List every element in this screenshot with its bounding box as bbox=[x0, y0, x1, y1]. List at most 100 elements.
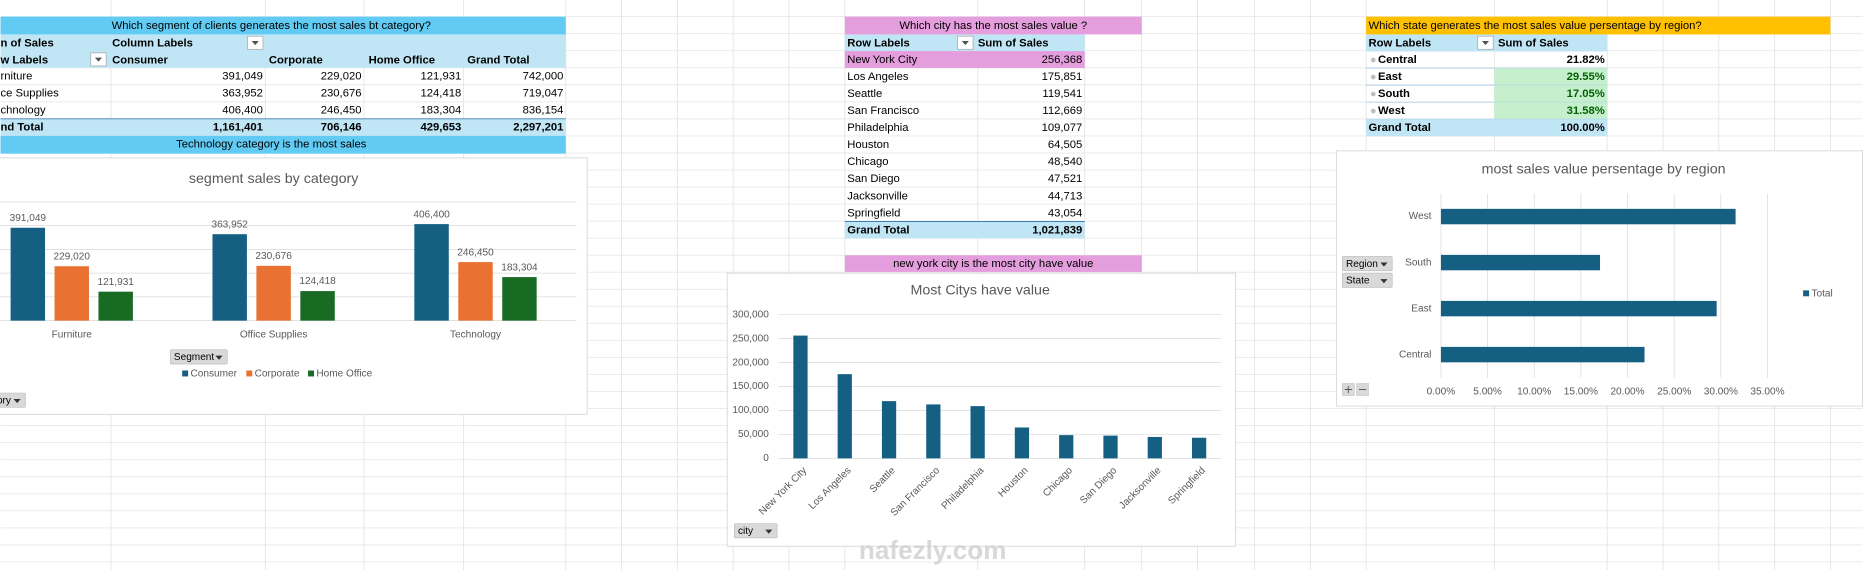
x-tick-label: Technology bbox=[450, 330, 502, 341]
conditional-cell bbox=[1494, 85, 1608, 103]
y-tick-label: Central bbox=[1399, 349, 1432, 360]
bar bbox=[212, 234, 247, 321]
total-value: 1,161,401 bbox=[213, 122, 263, 134]
x-tick-label: 5.00% bbox=[1473, 387, 1502, 398]
chart-area bbox=[1335, 150, 1863, 407]
x-tick-label: 20.00% bbox=[1610, 387, 1644, 398]
table-footer bbox=[0, 135, 566, 154]
total-band bbox=[1366, 119, 1608, 137]
data-label: 230,676 bbox=[255, 251, 292, 262]
filter-arrow bbox=[13, 399, 21, 404]
cell-value: 183,304 bbox=[421, 105, 462, 117]
x-tick-label: Furniture bbox=[52, 330, 93, 341]
filter-button-label: Region bbox=[1346, 259, 1378, 270]
column-header: Home Office bbox=[369, 55, 435, 67]
cell-value: 43,054 bbox=[1048, 207, 1082, 219]
legend-swatch bbox=[308, 370, 314, 377]
bar bbox=[1059, 435, 1074, 459]
column-header: Row Labels bbox=[1369, 37, 1432, 49]
filter-arrow bbox=[765, 529, 773, 534]
column-header: Row Labels bbox=[847, 37, 910, 49]
x-tick-label: 25.00% bbox=[1657, 387, 1691, 398]
cell-value: 44,713 bbox=[1048, 190, 1082, 202]
filter-arrow bbox=[215, 355, 223, 360]
cell-value: 256,368 bbox=[1042, 54, 1083, 66]
bar bbox=[926, 404, 941, 459]
row-label: San Francisco bbox=[847, 105, 919, 117]
cell-value: 836,154 bbox=[523, 105, 564, 117]
cell-value: 119,541 bbox=[1042, 88, 1082, 100]
expand-icon[interactable] bbox=[1370, 57, 1376, 63]
bar bbox=[502, 277, 537, 321]
cell-value: 391,049 bbox=[222, 71, 263, 83]
data-label: 229,020 bbox=[54, 251, 91, 262]
y-tick-label: 250,000 bbox=[732, 333, 769, 344]
total-band bbox=[844, 221, 1085, 239]
chart-title: segment sales by category bbox=[189, 171, 359, 187]
row-label: Los Angeles bbox=[847, 71, 909, 83]
cell-value: 109,077 bbox=[1042, 122, 1083, 134]
dropdown-arrow bbox=[251, 40, 259, 46]
highlight-row bbox=[844, 51, 1085, 69]
cell-value: 31.58% bbox=[1567, 105, 1605, 117]
table-banner-text: Which state generates the most sales val… bbox=[1369, 20, 1702, 32]
cell-value: 719,047 bbox=[523, 88, 564, 100]
filter-button-label: ory bbox=[0, 395, 12, 406]
plus-icon bbox=[1344, 385, 1352, 394]
data-label: 121,931 bbox=[97, 277, 134, 288]
total-value: 706,146 bbox=[321, 122, 362, 134]
filter-button-label: State bbox=[1346, 276, 1370, 287]
total-label: nd Total bbox=[1, 122, 44, 134]
y-tick-label: West bbox=[1409, 211, 1432, 222]
bar bbox=[300, 291, 335, 321]
column-labels: Column Labels bbox=[112, 37, 193, 49]
cell-value: 48,540 bbox=[1048, 156, 1082, 168]
filter-button[interactable] bbox=[0, 392, 26, 408]
y-tick-label: South bbox=[1405, 257, 1431, 268]
filter-button-label: city bbox=[738, 526, 754, 537]
cell-value: 406,400 bbox=[222, 105, 263, 117]
data-label: 246,450 bbox=[457, 247, 494, 258]
x-tick-label: 15.00% bbox=[1564, 387, 1598, 398]
total-label: Grand Total bbox=[1369, 122, 1431, 134]
filter-button[interactable] bbox=[1342, 272, 1393, 288]
table-banner-text: Which city has the most sales value ? bbox=[899, 20, 1087, 32]
legend-swatch bbox=[182, 370, 189, 377]
x-tick-label: 0.00% bbox=[1427, 387, 1456, 398]
row-label: San Diego bbox=[847, 173, 900, 185]
row-label: rniture bbox=[1, 71, 33, 83]
row-label: New York City bbox=[847, 54, 917, 66]
data-label: 363,952 bbox=[211, 219, 248, 230]
row-label: Seattle bbox=[847, 88, 882, 100]
row-label: West bbox=[1378, 105, 1405, 117]
total-value: 100.00% bbox=[1560, 122, 1604, 134]
row-label: ce Supplies bbox=[1, 88, 60, 100]
table-banner bbox=[0, 16, 566, 35]
expand-icon[interactable] bbox=[1370, 91, 1376, 97]
bar bbox=[1440, 254, 1601, 271]
total-value: 2,297,201 bbox=[513, 122, 563, 134]
cell-value: 47,521 bbox=[1048, 173, 1082, 185]
corner-label: n of Sales bbox=[1, 37, 54, 49]
cell-value: 246,450 bbox=[321, 105, 362, 117]
cell-value: 21.82% bbox=[1567, 54, 1605, 66]
y-tick-label: 300,000 bbox=[732, 309, 769, 320]
column-header: Consumer bbox=[112, 55, 168, 67]
expand-icon[interactable] bbox=[1370, 74, 1376, 80]
bar bbox=[1440, 208, 1736, 225]
filter-button[interactable] bbox=[169, 349, 228, 365]
cell-value: 124,418 bbox=[421, 88, 462, 100]
total-label: Grand Total bbox=[847, 224, 909, 236]
cell-value: 17.05% bbox=[1567, 88, 1605, 100]
expand-icon[interactable] bbox=[1370, 108, 1376, 114]
table-footer bbox=[844, 255, 1142, 272]
column-header: Grand Total bbox=[467, 55, 529, 67]
bar bbox=[458, 262, 493, 321]
conditional-cell bbox=[1494, 102, 1608, 120]
cell-value: 29.55% bbox=[1567, 71, 1605, 83]
table-banner-text: Which segment of clients generates the m… bbox=[112, 20, 431, 32]
filter-button[interactable] bbox=[734, 523, 778, 539]
filter-button[interactable] bbox=[1342, 256, 1393, 272]
dropdown-arrow bbox=[1481, 40, 1490, 46]
